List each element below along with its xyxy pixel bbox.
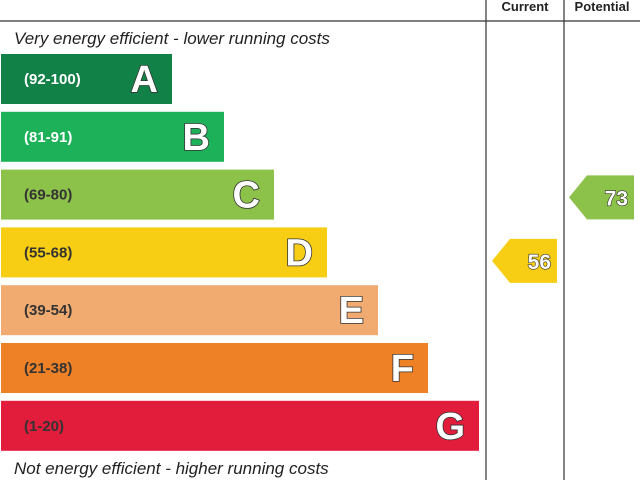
band-d-bar [1, 227, 327, 278]
current-column-header: Current [502, 0, 550, 14]
band-e-range: (39-54) [24, 302, 72, 319]
band-a-bar [1, 54, 172, 104]
current-rating-arrow [492, 238, 557, 283]
band-f-range: (21-38) [24, 360, 72, 377]
top-caption: Very energy efficient - lower running co… [14, 29, 330, 48]
band-g-letter: G [435, 406, 465, 448]
band-a-range: (92-100) [24, 71, 81, 88]
bottom-caption: Not energy efficient - higher running co… [14, 459, 329, 478]
current-rating-value: 56 [528, 251, 551, 274]
rating-bands: (92-100) A (81-91) B (69-80) C (55-68) D (39-54)… [1, 54, 479, 451]
potential-rating-arrow [569, 175, 634, 220]
band-f-letter: F [391, 348, 414, 390]
band-f-bar [1, 343, 428, 393]
band-g-range: (1-20) [24, 418, 64, 435]
band-g-bar [1, 400, 479, 451]
band-d-range: (55-68) [24, 244, 72, 261]
band-c-letter: C [233, 175, 260, 217]
band-e-bar [1, 285, 378, 336]
band-b-bar [1, 111, 224, 162]
band-a-letter: A [131, 59, 158, 101]
band-d-letter: D [286, 232, 313, 274]
band-c-range: (69-80) [24, 187, 72, 204]
band-e-letter: E [339, 290, 364, 332]
band-c-bar [1, 169, 274, 220]
potential-column-header: Potential [575, 0, 630, 14]
rating-markers: 56 73 [492, 175, 634, 283]
potential-rating-value: 73 [605, 187, 628, 210]
band-b-letter: B [183, 117, 210, 159]
band-b-range: (81-91) [24, 129, 72, 146]
